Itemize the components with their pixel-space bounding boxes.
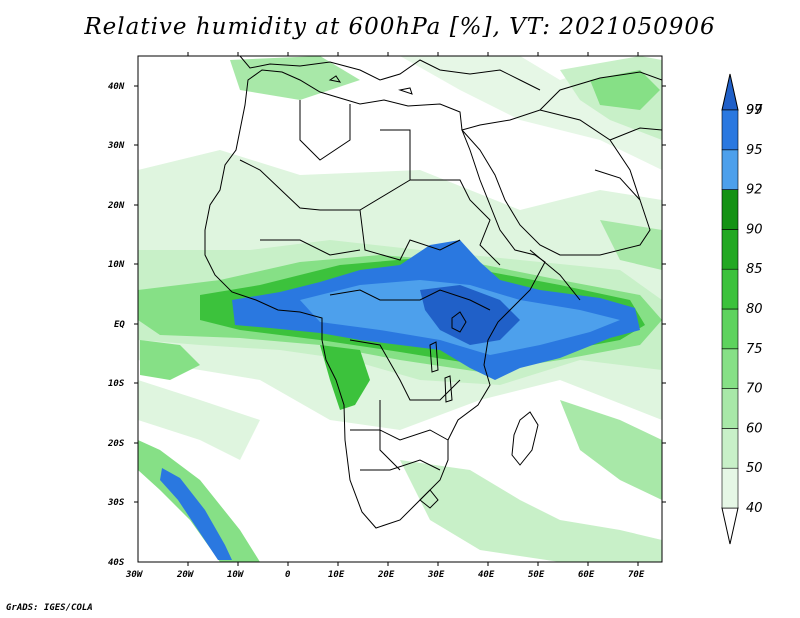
lat-label-eq: EQ xyxy=(114,320,125,330)
lon-label-10e: 10E xyxy=(328,570,345,580)
credit-label: GrADS: IGES/COLA xyxy=(6,603,93,613)
colorbar-band xyxy=(721,229,739,270)
coastlines xyxy=(204,56,662,529)
colorbar-label: 40 xyxy=(746,501,763,516)
colorbar-label: 80 xyxy=(746,302,763,317)
colorbar-label: 97 xyxy=(746,103,763,118)
colorbar-label: 90 xyxy=(746,222,763,237)
lat-label-30n: 30N xyxy=(107,141,125,151)
colorbar-label: 50 xyxy=(746,461,763,476)
lon-label-70e: 70E xyxy=(628,570,645,580)
colorbar-label: 99 xyxy=(746,103,763,118)
colorbar-label: 60 xyxy=(746,421,763,436)
lon-label-50e: 50E xyxy=(528,570,545,580)
lat-label-30s: 30S xyxy=(107,498,125,508)
colorbar-band xyxy=(721,388,739,429)
lon-label-20e: 20E xyxy=(377,570,395,580)
lat-label-10s: 10S xyxy=(108,379,125,389)
lat-label-10n: 10N xyxy=(108,260,125,270)
colorbar-label: 92 xyxy=(746,183,763,198)
colorbar-band xyxy=(721,189,739,230)
lat-label-40s: 40S xyxy=(108,558,125,568)
map-title: Relative humidity at 600hPa [%], VT: 202… xyxy=(84,14,716,40)
lon-label-30w: 30W xyxy=(125,570,144,580)
lon-label-40e: 40E xyxy=(478,570,495,580)
colorbar-label: 85 xyxy=(746,262,763,277)
colorbar-label: 70 xyxy=(746,382,763,397)
colorbar-band xyxy=(721,308,739,350)
colorbar-label: 95 xyxy=(746,143,763,158)
lon-label-60e: 60E xyxy=(578,570,595,580)
lat-label-20n: 20N xyxy=(107,201,125,211)
lon-label-0: 0 xyxy=(285,570,291,580)
lon-label-20w: 20W xyxy=(176,570,195,580)
colorbar-band xyxy=(721,467,739,509)
lon-label-10w: 10W xyxy=(227,570,245,580)
colorbar-band xyxy=(721,428,739,469)
lat-label-20s: 20S xyxy=(107,439,125,449)
colorbar-band xyxy=(721,268,739,310)
lat-label-40n: 40N xyxy=(108,82,125,92)
lat-axis: 40N 30N 20N 10N EQ 10S 20S 30S 40S xyxy=(107,82,666,568)
map-frame xyxy=(137,55,663,563)
colorbar-arrow-low xyxy=(721,507,739,545)
lon-axis: 30W 20W 10W 0 10E 20E 30E 40E 50E 60E 70… xyxy=(125,52,645,580)
colorbar-band xyxy=(721,348,739,389)
colorbar-arrow-high xyxy=(721,73,739,111)
humidity-shading xyxy=(138,56,662,562)
colorbar-band xyxy=(721,109,739,151)
colorbar-band xyxy=(721,149,739,190)
lon-label-30e: 30E xyxy=(427,570,445,580)
colorbar-label: 75 xyxy=(746,342,763,357)
